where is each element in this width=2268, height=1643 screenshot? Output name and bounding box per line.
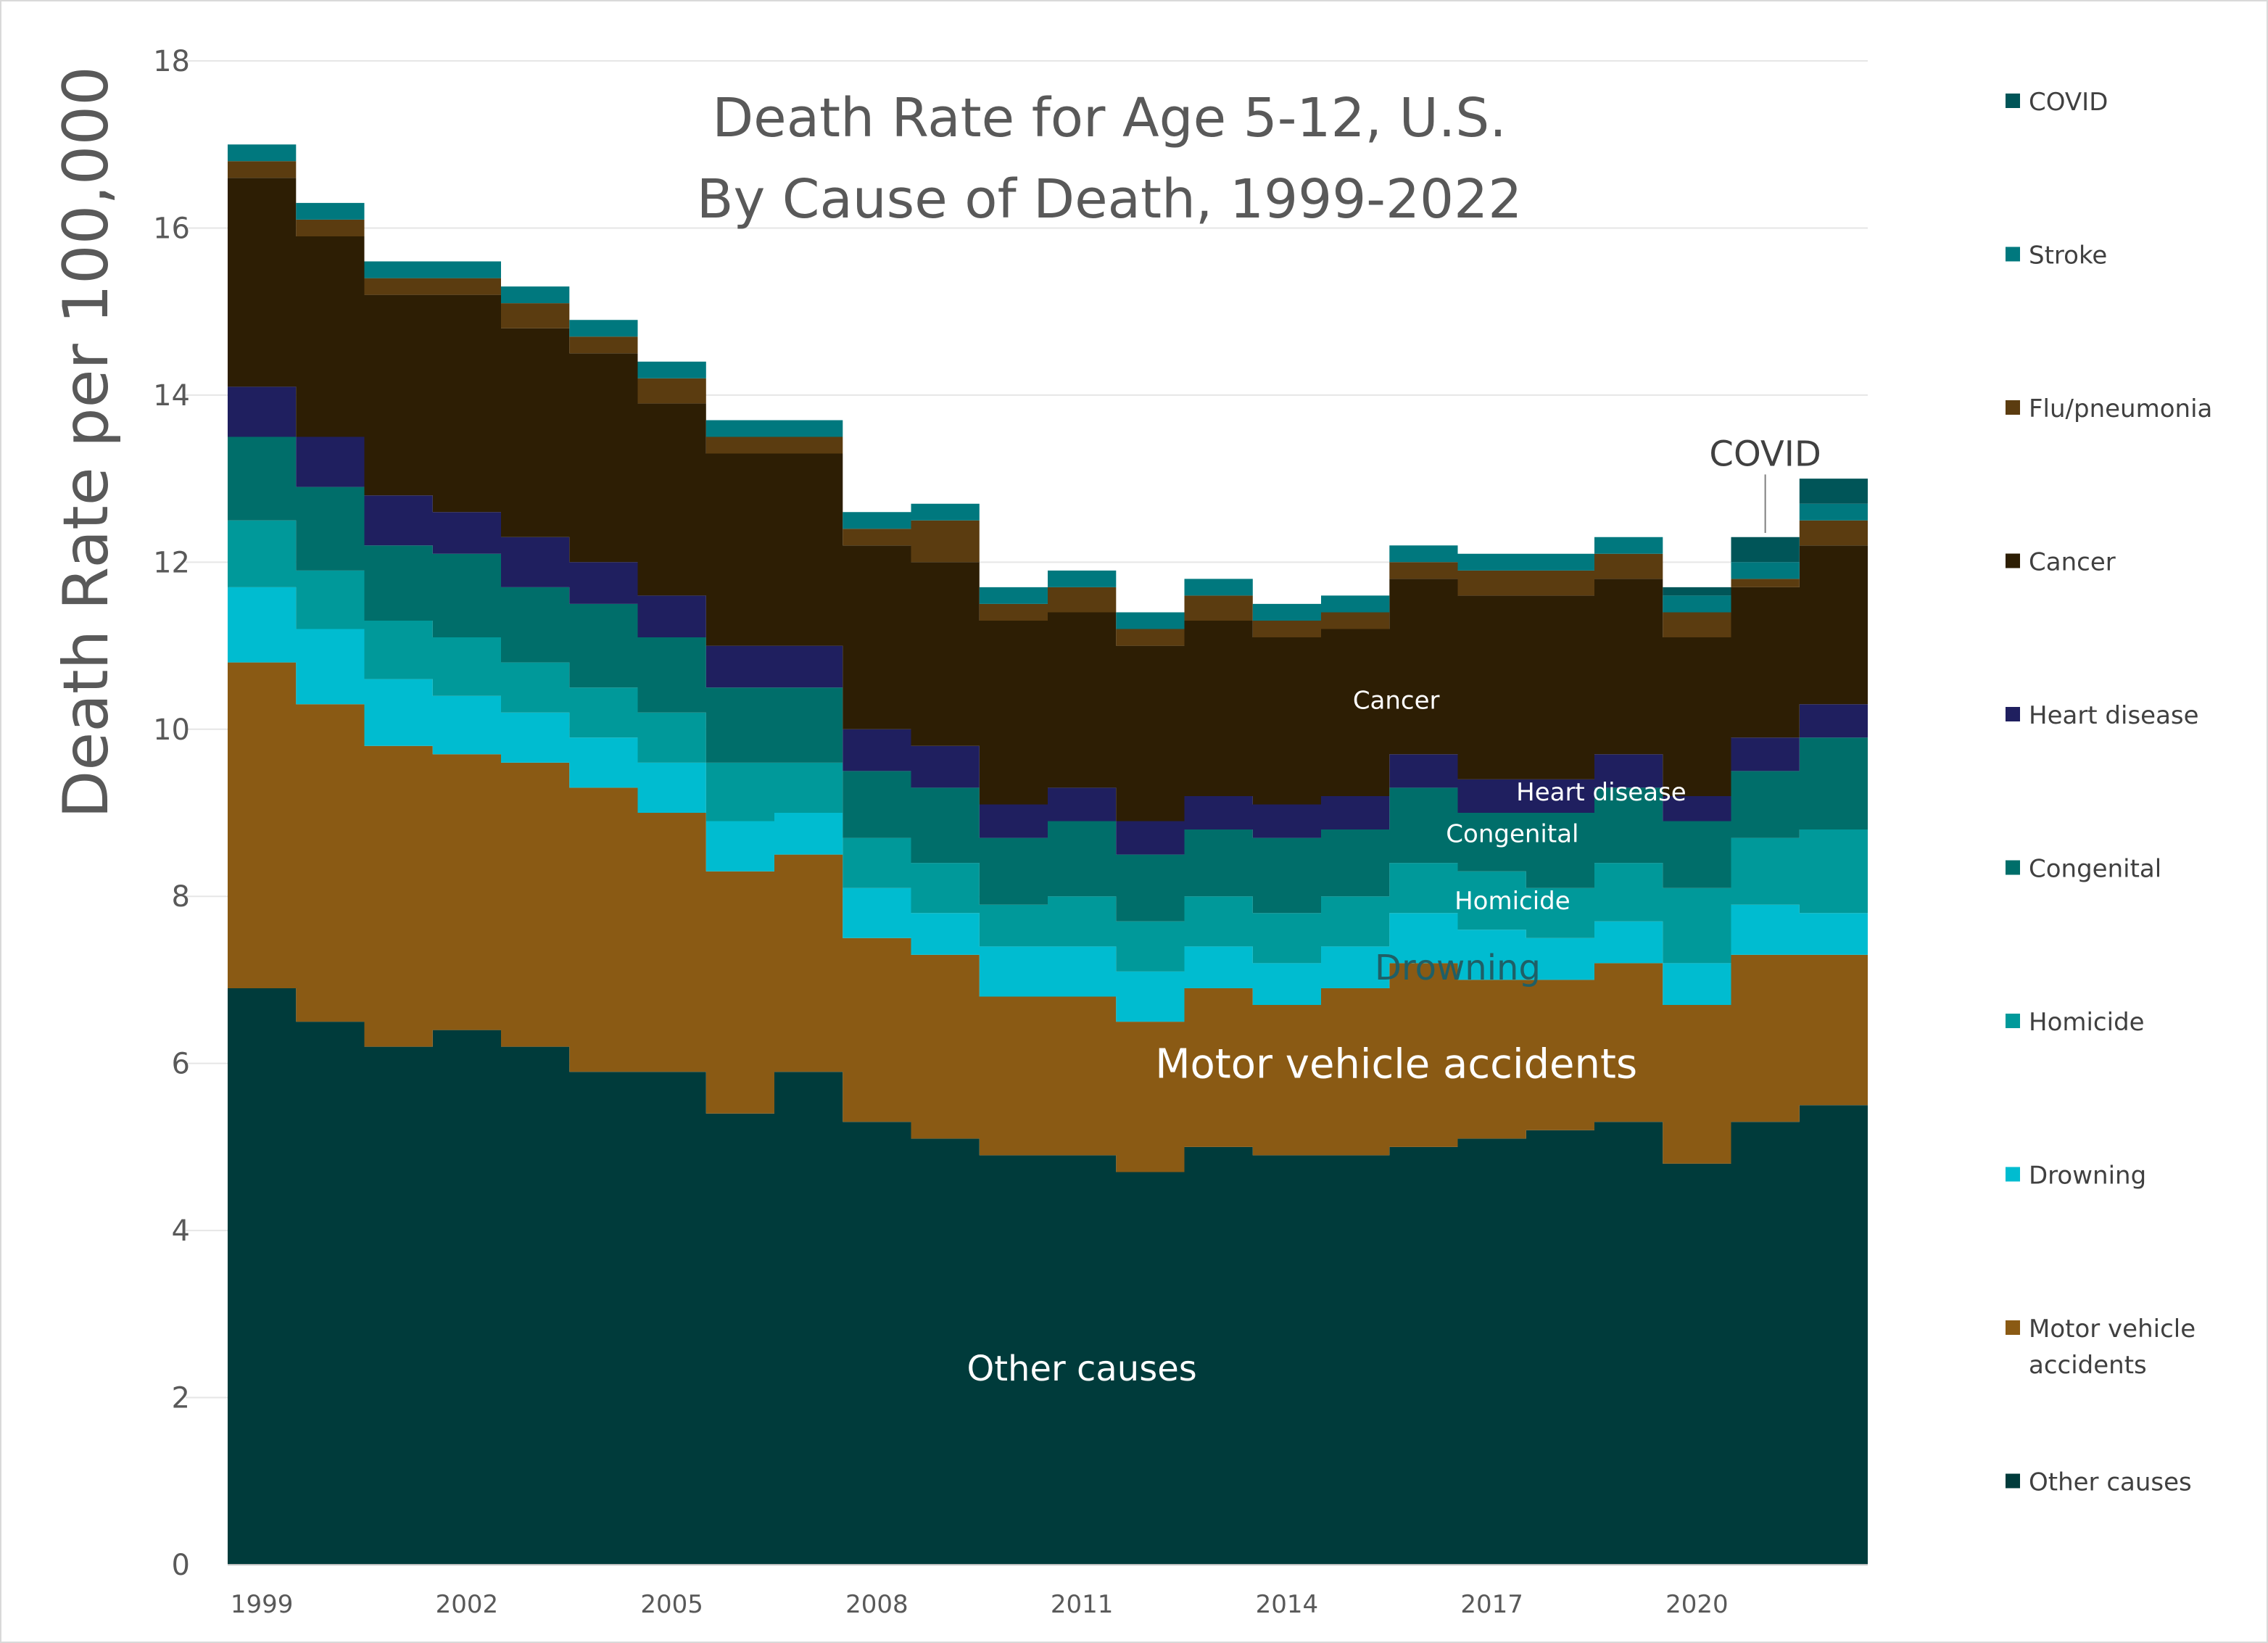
annotation-covid: COVID (1709, 434, 1821, 474)
x-tick-label-2005: 2005 (640, 1590, 703, 1619)
legend: COVID Stroke Flu/pneumonia Cancer Heart dise… (2006, 88, 2212, 1497)
y-tick-label-18: 18 (153, 45, 190, 78)
axes: 0 2 4 6 8 10 12 14 16 18 1999 2002 2005 2008 2011 2014 2… (153, 45, 1868, 1619)
legend-swatch-drowning (2006, 1167, 2020, 1182)
annotation-homicide: Homicide (1454, 887, 1570, 916)
legend-swatch-covid (2006, 94, 2020, 108)
annotation-other-causes: Other causes (967, 1349, 1196, 1389)
x-tick-label-2020: 2020 (1665, 1590, 1729, 1619)
y-tick-label-16: 16 (153, 212, 190, 245)
legend-label-heart-disease: Heart disease (2029, 701, 2199, 730)
x-tick-label-2017: 2017 (1460, 1590, 1523, 1619)
x-tick-label-2002: 2002 (436, 1590, 499, 1619)
series-area-homicide (228, 520, 1868, 972)
y-tick-label-12: 12 (153, 546, 190, 579)
y-tick-label-14: 14 (153, 379, 190, 413)
legend-swatch-flu-pneumonia (2006, 400, 2020, 415)
legend-label-drowning: Drowning (2029, 1162, 2146, 1191)
y-axis-label: Death Rate per 100,000 (50, 66, 123, 819)
annotation-motor-vehicle-accidents: Motor vehicle accidents (1155, 1040, 1637, 1088)
legend-label-other-causes: Other causes (2029, 1468, 2192, 1497)
legend-label-cancer: Cancer (2029, 548, 2116, 577)
y-tick-label-4: 4 (172, 1214, 190, 1248)
annotation-heart-disease: Heart disease (1516, 778, 1686, 807)
annotation-cancer: Cancer (1353, 686, 1440, 715)
chart-title: Death Rate for Age 5-12, U.S. By Cause of… (697, 87, 1523, 231)
legend-label-flu-pneumonia: Flu/pneumonia (2029, 394, 2212, 423)
legend-label-stroke: Stroke (2029, 241, 2107, 270)
legend-swatch-stroke (2006, 247, 2020, 262)
legend-label-congenital: Congenital (2029, 855, 2161, 884)
legend-swatch-heart-disease (2006, 707, 2020, 721)
annotations: Other causes Motor vehicle accidents Drown… (967, 434, 1821, 1389)
series-area-other (228, 988, 1868, 1565)
chart-title-line-1: Death Rate for Age 5-12, U.S. (712, 87, 1507, 149)
legend-swatch-homicide (2006, 1014, 2020, 1028)
series-area-cancer (228, 178, 1868, 822)
x-tick-label-2014: 2014 (1256, 1590, 1319, 1619)
legend-swatch-cancer (2006, 553, 2020, 568)
annotation-congenital: Congenital (1446, 820, 1578, 849)
y-tick-label-6: 6 (172, 1048, 190, 1081)
legend-swatch-other-causes (2006, 1473, 2020, 1489)
series-areas (228, 144, 1868, 1565)
y-tick-label-2: 2 (172, 1382, 190, 1415)
x-tick-label-1999: 1999 (231, 1590, 294, 1619)
legend-swatch-motor-vehicle-accidents (2006, 1320, 2020, 1335)
annotation-drowning: Drowning (1375, 948, 1541, 988)
chart-title-line-2: By Cause of Death, 1999-2022 (697, 168, 1523, 231)
legend-label-covid: COVID (2029, 88, 2108, 117)
legend-label-homicide: Homicide (2029, 1008, 2145, 1037)
y-tick-label-8: 8 (172, 880, 190, 914)
legend-label-motor-vehicle-accidents-2: accidents (2029, 1351, 2147, 1380)
y-tick-label-10: 10 (153, 713, 190, 747)
legend-label-motor-vehicle-accidents-1: Motor vehicle (2029, 1315, 2195, 1344)
x-tick-label-2008: 2008 (845, 1590, 909, 1619)
y-tick-label-0: 0 (172, 1549, 190, 1582)
legend-swatch-congenital (2006, 860, 2020, 875)
x-tick-label-2011: 2011 (1051, 1590, 1114, 1619)
series-area-heart (228, 386, 1868, 855)
